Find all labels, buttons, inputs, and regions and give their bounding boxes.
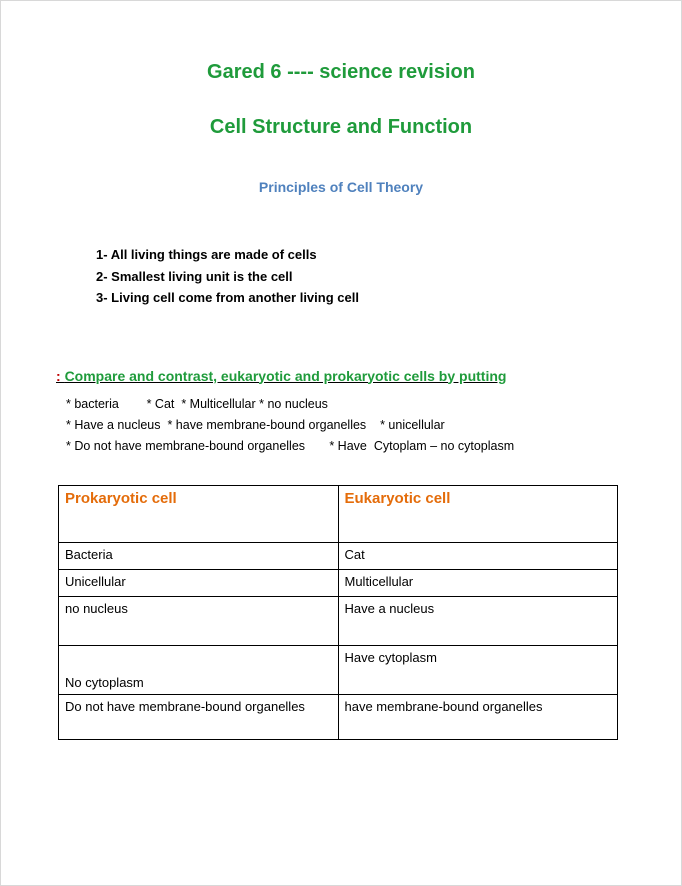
cell-prok-4: Do not have membrane-bound organelles: [59, 695, 339, 740]
cell-prok-0: Bacteria: [59, 543, 339, 570]
subtitle: Principles of Cell Theory: [56, 179, 626, 195]
cell-euk-0: Cat: [338, 543, 618, 570]
terms-block: * bacteria * Cat * Multicellular * no nu…: [66, 394, 626, 458]
cell-euk-2: Have a nucleus: [338, 597, 618, 646]
compare-heading-text: Compare and contrast, eukaryotic and pro…: [65, 368, 507, 384]
cell-euk-1: Multicellular: [338, 570, 618, 597]
cell-prok-2: no nucleus: [59, 597, 339, 646]
principle-2: 2- Smallest living unit is the cell: [96, 267, 626, 287]
table-row: no nucleus Have a nucleus: [59, 597, 618, 646]
cell-prok-3: No cytoplasm: [59, 646, 339, 695]
page-title-1: Gared 6 ---- science revision: [56, 61, 626, 84]
table-header-right: Eukaryotic cell: [338, 486, 618, 543]
terms-line-3: * Do not have membrane-bound organelles …: [66, 436, 626, 457]
terms-line-2: * Have a nucleus * have membrane-bound o…: [66, 415, 626, 436]
document-page: Gared 6 ---- science revision Cell Struc…: [0, 0, 682, 886]
table-row: No cytoplasm Have cytoplasm: [59, 646, 618, 695]
terms-line-1: * bacteria * Cat * Multicellular * no nu…: [66, 394, 626, 415]
cell-euk-3: Have cytoplasm: [338, 646, 618, 695]
principle-3: 3- Living cell come from another living …: [96, 288, 626, 308]
principle-1: 1- All living things are made of cells: [96, 245, 626, 265]
cell-euk-4: have membrane-bound organelles: [338, 695, 618, 740]
table-row: Bacteria Cat: [59, 543, 618, 570]
colon-mark: :: [56, 368, 65, 384]
page-title-2: Cell Structure and Function: [56, 116, 626, 139]
compare-heading: : Compare and contrast, eukaryotic and p…: [56, 368, 626, 384]
table-row: Unicellular Multicellular: [59, 570, 618, 597]
table-header-left: Prokaryotic cell: [59, 486, 339, 543]
table-row: Do not have membrane-bound organelles ha…: [59, 695, 618, 740]
principles-list: 1- All living things are made of cells 2…: [96, 245, 626, 308]
cell-prok-1: Unicellular: [59, 570, 339, 597]
comparison-table: Prokaryotic cell Eukaryotic cell Bacteri…: [58, 485, 618, 740]
table-header-row: Prokaryotic cell Eukaryotic cell: [59, 486, 618, 543]
